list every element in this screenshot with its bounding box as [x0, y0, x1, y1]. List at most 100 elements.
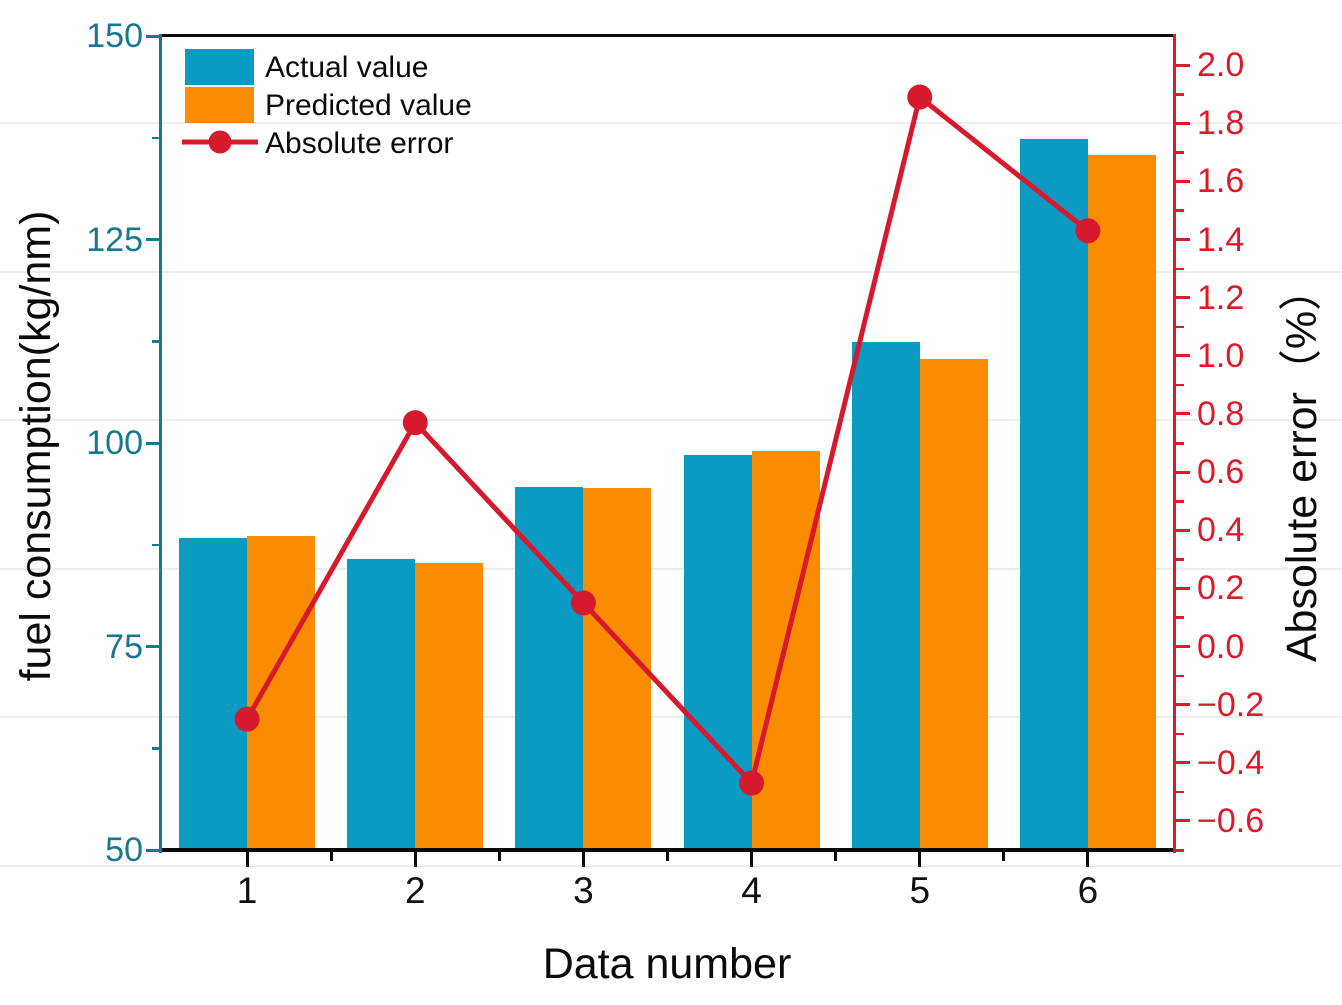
right-axis-minor-tick [1176, 849, 1184, 852]
background-gridline [0, 864, 1342, 867]
absolute-error-line [244, 92, 1090, 789]
left-axis-tick-label: 125 [86, 220, 143, 259]
right-axis-minor-tick [1176, 732, 1184, 736]
right-axis-major-tick [1176, 819, 1190, 823]
right-axis-tick-label: 0.4 [1197, 511, 1245, 550]
bar-predicted-2 [415, 563, 484, 850]
right-axis-major-tick [1176, 179, 1190, 183]
x-axis-major-tick [245, 852, 249, 867]
x-axis-tick-label: 4 [741, 870, 762, 911]
x-axis-tick-label: 5 [909, 870, 931, 911]
legend-swatch-actual-value [185, 49, 254, 85]
background-gridline [0, 567, 1342, 570]
right-axis-tick-label: −0.4 [1197, 743, 1265, 782]
right-axis-major-tick [1176, 703, 1190, 707]
right-axis-minor-tick [1176, 383, 1184, 387]
right-axis-tick-label: 2.0 [1197, 46, 1245, 85]
x-axis-major-tick [581, 852, 585, 867]
x-axis-tick-label: 1 [236, 870, 258, 911]
right-axis-tick-label: 0.6 [1197, 453, 1245, 492]
plot-top-border [159, 34, 1176, 37]
bar-actual-5 [851, 342, 920, 850]
right-axis-tick-label: 0.0 [1197, 627, 1245, 666]
bar-actual-2 [347, 558, 416, 850]
bar-actual-6 [1019, 138, 1088, 850]
x-axis-line [159, 848, 1176, 852]
right-axis-minor-tick [1176, 558, 1184, 561]
right-axis-minor-tick [1176, 267, 1184, 271]
left-axis-minor-tick [152, 747, 160, 750]
right-axis-minor-tick [1176, 325, 1184, 329]
x-axis-minor-tick [666, 852, 669, 861]
x-axis-tick-label: 6 [1077, 870, 1099, 911]
legend-label-predicted-value: Predicted value [265, 89, 472, 122]
right-axis-tick-label: 0.2 [1197, 569, 1245, 608]
right-axis-tick-label: 1.6 [1197, 162, 1245, 201]
right-axis-tick-label: −0.2 [1197, 685, 1265, 724]
x-axis-title: Data number [542, 940, 792, 988]
x-axis-major-tick [413, 852, 417, 867]
left-axis-major-tick [146, 34, 160, 38]
legend-swatch-predicted-value [185, 87, 254, 123]
absolute-error-marker-1 [234, 706, 260, 732]
x-axis-tick-label: 2 [404, 870, 426, 911]
right-axis-minor-tick [1176, 209, 1184, 212]
right-y-axis-line [1173, 34, 1176, 853]
right-axis-major-tick [1176, 121, 1190, 125]
background-gridline [0, 270, 1342, 273]
right-axis-major-tick [1176, 412, 1190, 416]
left-axis-tick-label: 50 [105, 831, 143, 869]
legend-label-actual-value: Actual value [265, 51, 429, 84]
x-axis-minor-tick [834, 852, 838, 861]
right-axis-major-tick [1176, 586, 1190, 590]
background-gridline [0, 716, 1342, 718]
left-axis-major-tick [146, 848, 160, 852]
x-axis-minor-tick [329, 852, 333, 861]
right-axis-minor-tick [1176, 500, 1184, 503]
bar-actual-1 [179, 538, 248, 850]
bar-predicted-5 [919, 359, 988, 850]
legend-label-absolute-error: Absolute error [265, 127, 454, 160]
right-axis-tick-label: 1.0 [1197, 336, 1245, 375]
right-axis-major-tick [1176, 296, 1190, 300]
left-axis-tick-label: 150 [86, 17, 143, 55]
left-axis-tick-label: 100 [86, 424, 143, 462]
left-axis-minor-tick [152, 543, 160, 547]
absolute-error-marker-3 [570, 590, 596, 616]
right-axis-major-tick [1176, 238, 1190, 241]
x-axis-minor-tick [1002, 852, 1006, 861]
background-gridline [0, 419, 1342, 421]
left-axis-minor-tick [152, 136, 160, 140]
right-axis-minor-tick [1176, 674, 1184, 678]
absolute-error-marker-6 [1075, 218, 1101, 244]
x-axis-major-tick [918, 852, 922, 867]
right-axis-major-tick [1176, 528, 1190, 532]
right-axis-tick-label: 1.2 [1197, 278, 1245, 317]
bar-predicted-6 [1087, 154, 1156, 850]
right-axis-tick-label: 1.4 [1197, 220, 1245, 259]
absolute-error-marker-4 [739, 770, 765, 796]
left-axis-tick-label: 75 [105, 627, 143, 666]
left-axis-major-tick [146, 441, 160, 445]
x-axis-minor-tick [497, 852, 501, 861]
absolute-error-marker-5 [907, 84, 933, 110]
left-axis-major-tick [146, 238, 160, 241]
background-gridline [0, 122, 1342, 124]
right-axis-major-tick [1176, 354, 1190, 358]
right-axis-tick-label: −0.6 [1197, 801, 1265, 840]
right-axis-minor-tick [1176, 151, 1184, 154]
x-axis-major-tick [1086, 852, 1090, 867]
bar-predicted-3 [583, 487, 652, 850]
left-axis-minor-tick [152, 340, 160, 343]
right-axis-tick-label: 1.8 [1197, 104, 1245, 143]
x-axis-major-tick [750, 852, 754, 867]
bar-predicted-1 [247, 535, 316, 850]
bar-actual-3 [515, 486, 584, 850]
right-axis-minor-tick [1176, 93, 1184, 96]
absolute-error-marker-2 [402, 410, 428, 436]
right-axis-minor-tick [1176, 790, 1184, 794]
right-axis-tick-label: 0.8 [1197, 394, 1245, 433]
left-y-axis-line [159, 34, 162, 853]
